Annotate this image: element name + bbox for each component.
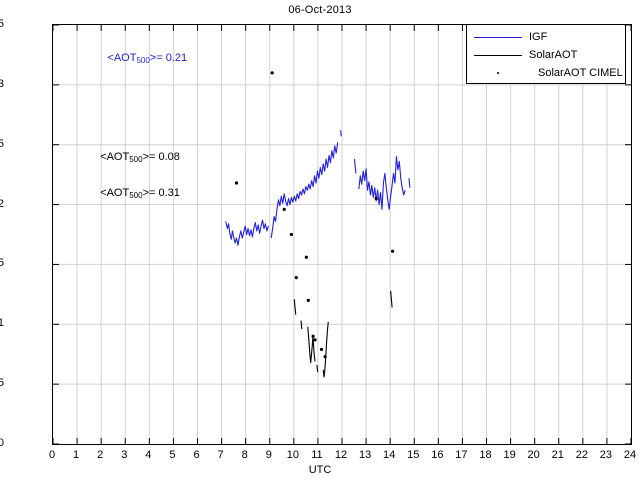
data-line [358,156,406,210]
chart-canvas [53,25,631,444]
legend-item-solaraot: SolarAOT [467,46,625,64]
x-tick-label: 14 [383,449,396,461]
data-point [282,207,286,211]
x-tick-label: 16 [431,449,444,461]
x-tick-label: 2 [97,449,104,461]
legend-line-icon [467,36,529,38]
data-line [408,178,411,188]
x-tick-label: 5 [169,449,176,461]
legend-dot-icon [467,71,529,75]
y-tick-label: 0.25 [0,137,4,150]
y-tick-label: 0.35 [0,18,4,30]
data-line [300,320,303,330]
data-line [293,299,297,315]
x-tick-label: 8 [241,449,248,461]
data-point [311,334,315,338]
x-tick-label: 6 [193,449,200,461]
x-tick-label: 22 [575,449,588,461]
y-tick-label: 0.05 [0,377,4,390]
data-line [270,142,339,239]
data-line [390,290,393,308]
data-point [270,71,274,75]
x-tick-label: 10 [286,449,299,461]
y-tick-label: 0.1 [0,317,4,330]
x-tick-label: 20 [527,449,540,461]
legend-item-solaraot-cimel: SolarAOT CIMEL [467,64,625,82]
x-tick-label: 13 [358,449,372,461]
data-line [353,159,357,174]
chart-title: 06-Oct-2013 [288,4,352,16]
x-tick-label: 11 [311,449,323,461]
legend-label: SolarAOT CIMEL [538,67,623,79]
y-tick-label: 0 [0,437,4,449]
data-line [316,364,319,373]
data-point [374,196,378,201]
x-tick-label: 15 [407,449,420,461]
data-line [225,219,269,246]
data-point [319,347,324,352]
data-line [322,321,329,378]
x-tick-label: 4 [145,449,152,461]
data-point [304,255,308,259]
data-point [294,275,298,280]
x-tick-label: 7 [217,449,224,461]
aot-mean-annotation: <AOT500>= 0.31 [100,186,180,200]
x-tick-label: 19 [503,449,516,461]
data-point [289,232,294,237]
data-line [307,326,316,364]
x-tick-label: 17 [455,449,468,461]
data-line [340,130,342,137]
data-point [390,249,395,253]
aot-mean-annotation: <AOT500>= 0.08 [100,150,180,164]
legend-label: IGF [529,31,548,43]
x-tick-label: 24 [623,449,637,461]
legend-item-igf: IGF [467,28,625,46]
x-tick-label: 18 [479,449,492,461]
chart-legend: IGF SolarAOT SolarAOT CIMEL [466,24,626,84]
x-tick-label: 12 [334,449,348,461]
plot-area [52,24,632,445]
y-tick-label: 0.15 [0,257,4,270]
x-tick-label: 1 [73,449,80,461]
data-point [313,338,317,342]
legend-label: SolarAOT [529,49,578,61]
x-tick-label: 9 [265,449,272,461]
x-tick-label: 23 [599,449,613,461]
y-tick-label: 0.3 [0,77,4,90]
x-tick-label: 0 [48,449,56,461]
x-axis-label: UTC [308,464,332,476]
data-point [306,298,310,302]
data-point [323,355,327,359]
legend-line-icon [467,54,529,56]
y-tick-label: 0.2 [0,197,4,210]
aot-mean-annotation: <AOT500>= 0.21 [107,51,188,65]
x-tick-label: 21 [551,449,564,461]
data-point [234,181,239,185]
x-tick-label: 3 [121,449,128,461]
